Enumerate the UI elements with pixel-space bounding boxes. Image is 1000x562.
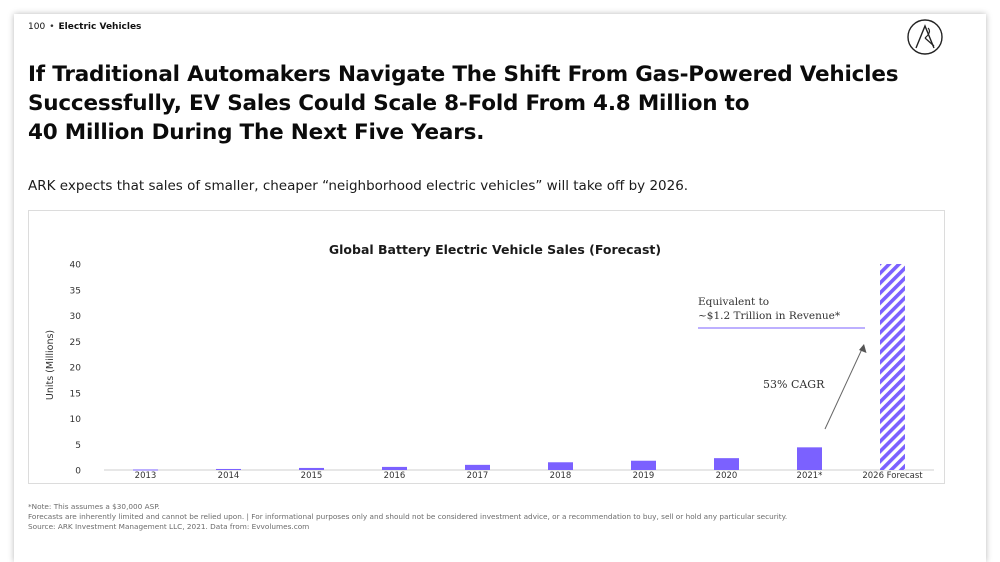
chart-container: Global Battery Electric Vehicle Sales (F… bbox=[28, 210, 945, 484]
header-separator: • bbox=[49, 22, 55, 32]
footnote-disclaimer: Forecasts are inherently limited and can… bbox=[28, 512, 788, 521]
page-header: 100 • Electric Vehicles bbox=[28, 22, 141, 32]
y-tick-label: 35 bbox=[70, 286, 81, 296]
bar bbox=[631, 460, 656, 470]
x-tick-label: 2016 bbox=[384, 471, 406, 481]
x-tick-label: 2019 bbox=[633, 471, 655, 481]
y-axis-ticks: 0 5 10 15 20 25 30 35 40 bbox=[70, 261, 82, 477]
headline: If Traditional Automakers Navigate The S… bbox=[28, 60, 908, 147]
footnote-asp: *Note: This assumes a $30,000 ASP. bbox=[28, 502, 160, 511]
x-tick-label: 2020 bbox=[716, 471, 738, 481]
bar bbox=[714, 458, 739, 470]
x-tick-label: 2021* bbox=[797, 471, 823, 481]
ark-logo-icon bbox=[907, 19, 943, 55]
page-number: 100 bbox=[28, 22, 46, 32]
bar bbox=[133, 469, 158, 471]
y-tick-label: 40 bbox=[70, 261, 82, 271]
bar-chart: Global Battery Electric Vehicle Sales (F… bbox=[45, 242, 934, 481]
x-axis-ticks: 2013 2014 2015 2016 2017 2018 2019 2020 2021* 202… bbox=[135, 471, 924, 481]
section-name: Electric Vehicles bbox=[58, 22, 142, 32]
bar bbox=[797, 447, 822, 470]
y-tick-label: 15 bbox=[70, 389, 81, 399]
x-tick-label: 2026 Forecast bbox=[862, 471, 923, 481]
headline-line-1: If Traditional Automakers Navigate The S… bbox=[28, 62, 899, 87]
x-tick-label: 2013 bbox=[135, 471, 157, 481]
footnotes: *Note: This assumes a $30,000 ASP. Forec… bbox=[28, 502, 928, 532]
x-tick-label: 2015 bbox=[301, 471, 323, 481]
bar bbox=[382, 466, 407, 470]
y-tick-label: 0 bbox=[75, 467, 81, 477]
subtitle: ARK expects that sales of smaller, cheap… bbox=[28, 178, 689, 194]
chart-title: Global Battery Electric Vehicle Sales (F… bbox=[329, 242, 661, 257]
bars-group bbox=[133, 264, 905, 471]
y-tick-label: 30 bbox=[70, 312, 82, 322]
annotation-equivalent-line2: ~$1.2 Trillion in Revenue* bbox=[698, 310, 841, 322]
x-tick-label: 2017 bbox=[467, 471, 489, 481]
y-tick-label: 25 bbox=[70, 338, 81, 348]
annotation-cagr: 53% CAGR bbox=[763, 378, 825, 391]
footnote-source: Source: ARK Investment Management LLC, 2… bbox=[28, 522, 310, 531]
bar bbox=[216, 468, 241, 470]
cagr-arrow bbox=[824, 344, 867, 430]
bar-forecast bbox=[880, 264, 905, 470]
y-tick-label: 5 bbox=[75, 441, 81, 451]
x-tick-label: 2014 bbox=[218, 471, 240, 481]
bar bbox=[548, 462, 573, 470]
bar bbox=[465, 464, 490, 470]
y-tick-label: 10 bbox=[70, 415, 82, 425]
y-tick-label: 20 bbox=[70, 364, 82, 374]
bar bbox=[299, 467, 324, 470]
y-axis-label: Units (Millions) bbox=[45, 330, 56, 400]
annotation-equivalent-line1: Equivalent to bbox=[698, 296, 769, 308]
headline-line-3: 40 Million During The Next Five Years. bbox=[28, 120, 485, 145]
x-tick-label: 2018 bbox=[550, 471, 572, 481]
headline-line-2: Successfully, EV Sales Could Scale 8-Fol… bbox=[28, 91, 750, 116]
